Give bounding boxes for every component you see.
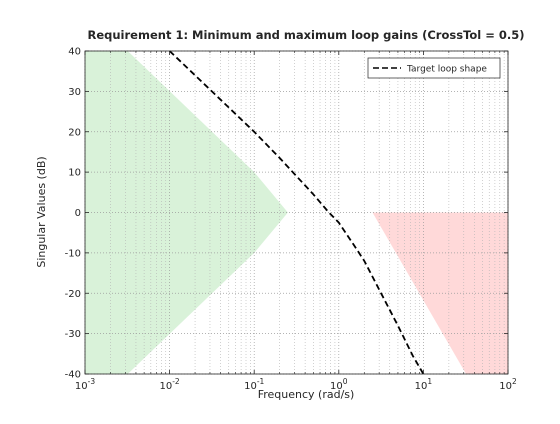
y-tick-labels: 40 30 20 10 0 -10 -20 -30 -40 xyxy=(65,47,81,381)
x-tick-label: 10-1 xyxy=(244,377,264,392)
y-tick-label: 40 xyxy=(68,47,81,58)
y-tick-label: -40 xyxy=(65,370,81,381)
x-tick-label: 101 xyxy=(415,377,433,392)
series-layer xyxy=(168,50,425,375)
x-tick-labels: 10-3 10-2 10-1 100 101 102 xyxy=(75,377,517,392)
y-tick-label: -20 xyxy=(65,289,81,300)
x-tick-label: 102 xyxy=(499,377,517,392)
x-tick-label: 10-2 xyxy=(159,377,179,392)
y-tick-label: 20 xyxy=(68,127,81,138)
ticks xyxy=(84,50,509,375)
y-tick-label: 10 xyxy=(68,168,81,179)
x-tick-label: 10-3 xyxy=(75,377,95,392)
legend-box xyxy=(367,57,501,79)
x-axis-label: Frequency (rad/s) xyxy=(258,388,355,401)
legend: Target loop shape xyxy=(367,57,501,79)
y-axis-label: Singular Values (dB) xyxy=(35,156,48,267)
region-minimum-gain xyxy=(85,51,288,374)
y-tick-label: 30 xyxy=(68,87,81,98)
y-tick-label: 0 xyxy=(75,208,81,219)
y-tick-label: -10 xyxy=(65,248,81,259)
y-tick-label: -30 xyxy=(65,329,81,340)
series-line-target-loop-shape xyxy=(168,50,425,375)
x-tick-label: 100 xyxy=(330,377,348,392)
legend-label-target-loop-shape: Target loop shape xyxy=(406,65,487,75)
chart-title: Requirement 1: Minimum and maximum loop … xyxy=(87,28,524,42)
